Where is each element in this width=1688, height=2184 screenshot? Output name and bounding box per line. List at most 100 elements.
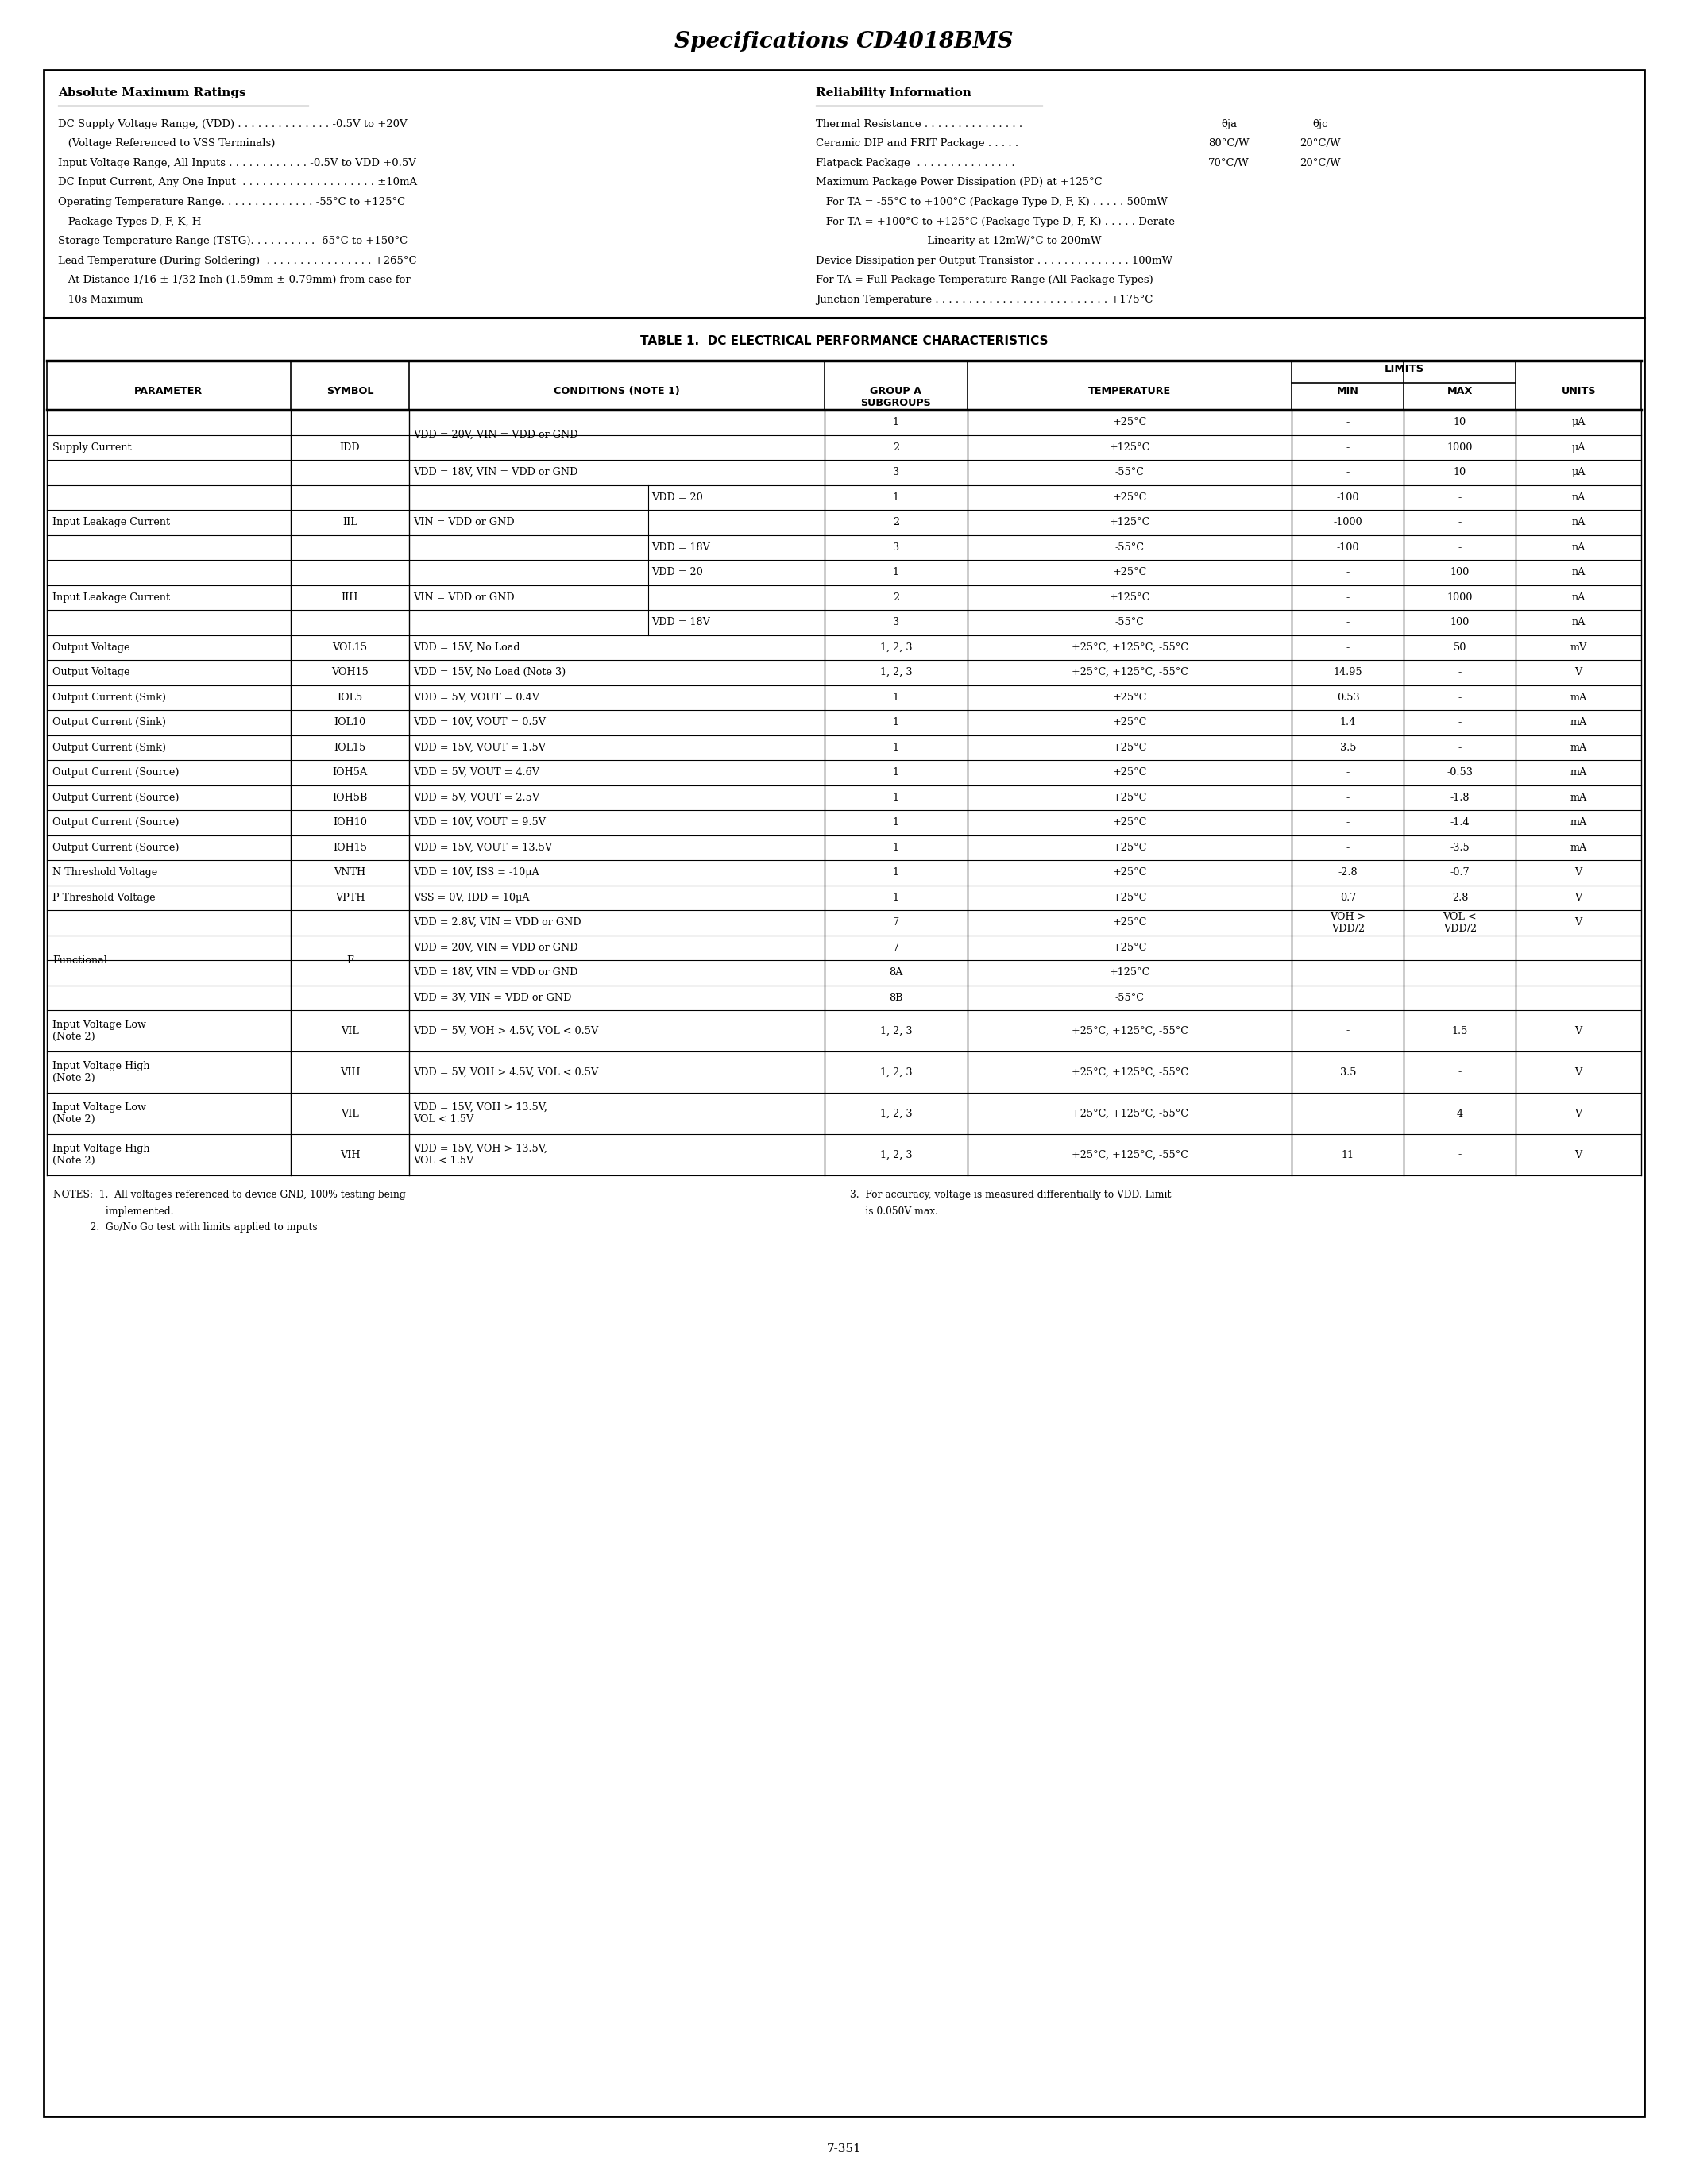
Text: Input Voltage Low
(Note 2): Input Voltage Low (Note 2) [52,1020,147,1042]
Text: CONDITIONS (NOTE 1): CONDITIONS (NOTE 1) [554,387,680,395]
Text: Ceramic DIP and FRIT Package . . . . .: Ceramic DIP and FRIT Package . . . . . [815,138,1018,149]
Text: -1000: -1000 [1334,518,1362,529]
Text: -55°C: -55°C [1116,467,1144,478]
Text: Output Current (Sink): Output Current (Sink) [52,692,165,703]
Text: nA: nA [1572,542,1585,553]
Text: 3: 3 [893,467,900,478]
Text: For TA = Full Package Temperature Range (All Package Types): For TA = Full Package Temperature Range … [815,275,1153,286]
Text: IOH5A: IOH5A [333,767,368,778]
Text: 4: 4 [1457,1107,1463,1118]
Text: Supply Current: Supply Current [52,441,132,452]
Text: Storage Temperature Range (TSTG). . . . . . . . . . -65°C to +150°C: Storage Temperature Range (TSTG). . . . … [57,236,408,247]
Text: 1: 1 [893,491,900,502]
Text: VDD = 5V, VOUT = 2.5V: VDD = 5V, VOUT = 2.5V [414,793,540,804]
Text: 100: 100 [1450,618,1470,627]
Text: UNITS: UNITS [1561,387,1595,395]
Text: nA: nA [1572,491,1585,502]
Text: Junction Temperature . . . . . . . . . . . . . . . . . . . . . . . . . . +175°C: Junction Temperature . . . . . . . . . .… [815,295,1153,304]
Text: 2.8: 2.8 [1452,893,1469,902]
Text: Maximum Package Power Dissipation (PD) at +125°C: Maximum Package Power Dissipation (PD) a… [815,177,1102,188]
Text: VDD = 15V, No Load: VDD = 15V, No Load [414,642,520,653]
Text: -: - [1347,568,1350,577]
Text: 1: 1 [893,417,900,428]
Text: 1.5: 1.5 [1452,1026,1469,1035]
Text: 1000: 1000 [1447,441,1474,452]
Text: F: F [346,954,353,965]
Text: +25°C, +125°C, -55°C: +25°C, +125°C, -55°C [1072,1107,1188,1118]
Text: For TA = -55°C to +100°C (Package Type D, F, K) . . . . . 500mW: For TA = -55°C to +100°C (Package Type D… [815,197,1168,207]
Text: -: - [1347,467,1350,478]
Text: -55°C: -55°C [1116,992,1144,1002]
Text: θjc: θjc [1313,120,1328,129]
Text: -0.7: -0.7 [1450,867,1470,878]
Text: Output Current (Source): Output Current (Source) [52,793,179,804]
Text: TEMPERATURE: TEMPERATURE [1089,387,1171,395]
Text: VDD = 15V, No Load (Note 3): VDD = 15V, No Load (Note 3) [414,668,565,677]
Text: mA: mA [1570,692,1587,703]
Text: V: V [1575,867,1582,878]
Text: V: V [1575,1149,1582,1160]
Text: Input Voltage Range, All Inputs . . . . . . . . . . . . -0.5V to VDD +0.5V: Input Voltage Range, All Inputs . . . . … [57,157,417,168]
Text: -: - [1458,716,1462,727]
Text: 2: 2 [893,441,900,452]
Text: +25°C: +25°C [1112,943,1146,952]
Text: VDD = 15V, VOUT = 13.5V: VDD = 15V, VOUT = 13.5V [414,843,552,852]
Text: 1: 1 [893,793,900,804]
Text: -: - [1347,817,1350,828]
Text: VPTH: VPTH [334,893,365,902]
Text: 10s Maximum: 10s Maximum [57,295,143,304]
Text: 8A: 8A [890,968,903,978]
Text: Linearity at 12mW/°C to 200mW: Linearity at 12mW/°C to 200mW [815,236,1102,247]
Text: is 0.050V max.: is 0.050V max. [851,1206,939,1216]
Text: implemented.: implemented. [54,1206,174,1216]
Text: VDD = 15V, VOUT = 1.5V: VDD = 15V, VOUT = 1.5V [414,743,545,753]
Text: IOL15: IOL15 [334,743,366,753]
Text: VDD = 20V, VIN = VDD or GND: VDD = 20V, VIN = VDD or GND [414,430,577,439]
Text: VDD = 5V, VOH > 4.5V, VOL < 0.5V: VDD = 5V, VOH > 4.5V, VOL < 0.5V [414,1068,599,1077]
Text: TABLE 1.  DC ELECTRICAL PERFORMANCE CHARACTERISTICS: TABLE 1. DC ELECTRICAL PERFORMANCE CHARA… [640,334,1048,347]
Text: Input Leakage Current: Input Leakage Current [52,592,170,603]
Text: 3.  For accuracy, voltage is measured differentially to VDD. Limit: 3. For accuracy, voltage is measured dif… [851,1190,1171,1199]
Text: +25°C, +125°C, -55°C: +25°C, +125°C, -55°C [1072,642,1188,653]
Text: Operating Temperature Range. . . . . . . . . . . . . . -55°C to +125°C: Operating Temperature Range. . . . . . .… [57,197,405,207]
Text: VOH >
VDD/2: VOH > VDD/2 [1330,911,1366,935]
Text: -: - [1347,1026,1350,1035]
Text: 0.53: 0.53 [1337,692,1359,703]
Text: 1: 1 [893,743,900,753]
Text: VDD = 18V, VIN = VDD or GND: VDD = 18V, VIN = VDD or GND [414,968,577,978]
Text: 1.4: 1.4 [1340,716,1355,727]
Text: Functional: Functional [52,954,106,965]
Text: Output Current (Sink): Output Current (Sink) [52,716,165,727]
Text: P Threshold Voltage: P Threshold Voltage [52,893,155,902]
Text: θja: θja [1220,120,1237,129]
Text: 8B: 8B [890,992,903,1002]
Text: -: - [1347,618,1350,627]
Text: VDD = 18V: VDD = 18V [652,542,711,553]
Text: Input Leakage Current: Input Leakage Current [52,518,170,529]
Text: -: - [1347,417,1350,428]
Text: Flatpack Package  . . . . . . . . . . . . . . .: Flatpack Package . . . . . . . . . . . .… [815,157,1014,168]
Text: IIL: IIL [343,518,358,529]
Text: IOH15: IOH15 [333,843,366,852]
Text: -: - [1347,441,1350,452]
Text: -: - [1347,642,1350,653]
Text: 2: 2 [893,592,900,603]
Text: IOH10: IOH10 [333,817,366,828]
Text: 1, 2, 3: 1, 2, 3 [879,668,912,677]
Text: VDD = 20: VDD = 20 [652,568,704,577]
Text: +125°C: +125°C [1109,592,1150,603]
Text: 3: 3 [893,618,900,627]
Text: VDD = 10V, VOUT = 9.5V: VDD = 10V, VOUT = 9.5V [414,817,545,828]
Text: -: - [1458,491,1462,502]
Text: 1: 1 [893,817,900,828]
Text: IDD: IDD [339,441,360,452]
Text: 2.  Go/No Go test with limits applied to inputs: 2. Go/No Go test with limits applied to … [54,1223,317,1232]
Text: mA: mA [1570,767,1587,778]
Text: V: V [1575,917,1582,928]
Text: 20°C/W: 20°C/W [1300,157,1340,168]
Text: IOH5B: IOH5B [333,793,368,804]
Text: 10: 10 [1453,467,1467,478]
Text: 1, 2, 3: 1, 2, 3 [879,1026,912,1035]
Text: 1: 1 [893,568,900,577]
Text: +25°C: +25°C [1112,843,1146,852]
